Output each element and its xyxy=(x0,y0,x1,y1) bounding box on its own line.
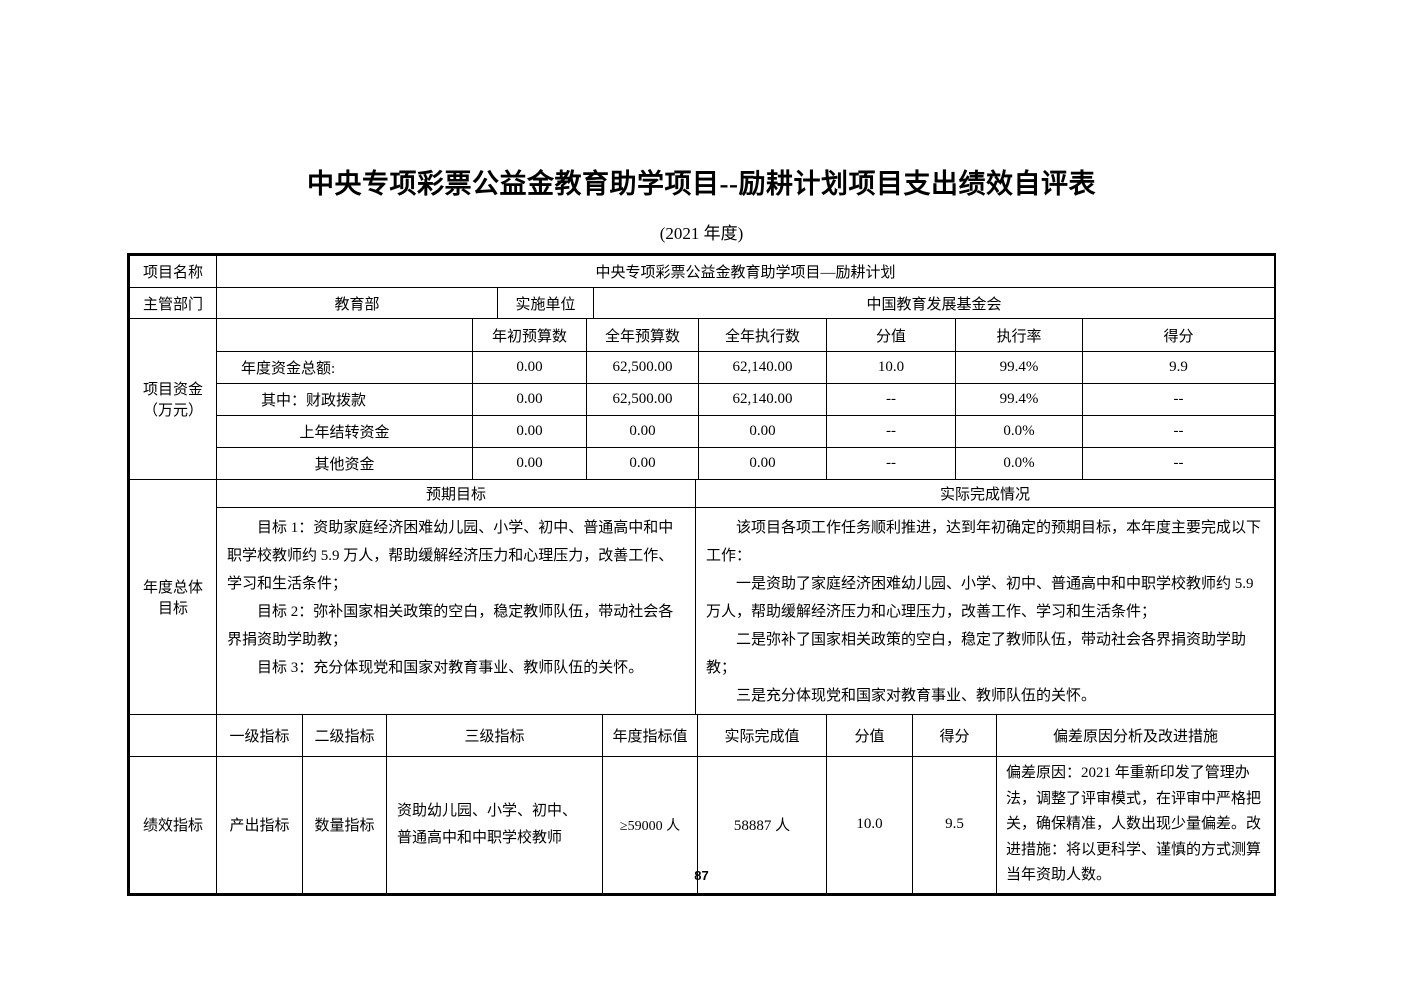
indicator-col-header-annual-target: 年度指标值 xyxy=(602,714,698,757)
funding-col-header-initial-budget: 年初预算数 xyxy=(472,318,587,352)
funding-col-header-score-weight: 分值 xyxy=(826,318,956,352)
funding-cell: 0.00 xyxy=(472,351,587,384)
project-name-label: 项目名称 xyxy=(129,255,217,288)
expected-goals-cell: 目标 1：资助家庭经济困难幼儿园、小学、初中、普通高中和中职学校教师约 5.9 … xyxy=(216,507,696,715)
funding-cell: 0.00 xyxy=(472,447,587,480)
goal-item-1: 目标 1：资助家庭经济困难幼儿园、小学、初中、普通高中和中职学校教师约 5.9 … xyxy=(227,520,674,592)
page-number: 87 xyxy=(694,868,709,883)
funding-cell: -- xyxy=(826,383,956,416)
funding-cell: 0.00 xyxy=(472,415,587,448)
funding-cell: 0.00 xyxy=(698,415,827,448)
funding-row-carryover: 上年结转资金 0.00 0.00 0.00 -- 0.0% -- xyxy=(130,415,1275,448)
actual-item-4: 三是充分体现党和国家对教育事业、教师队伍的关怀。 xyxy=(736,688,1097,704)
funding-section-label: 项目资金 （万元） xyxy=(129,318,217,480)
goal-item-3: 目标 3：充分体现党和国家对教育事业、教师队伍的关怀。 xyxy=(257,660,644,676)
funding-row-label: 年度资金总额: xyxy=(216,351,473,384)
funding-col-header-annual-budget: 全年预算数 xyxy=(586,318,699,352)
page-subtitle: (2021 年度) xyxy=(659,224,744,243)
funding-col-header-execution-rate: 执行率 xyxy=(955,318,1083,352)
funding-col-header-score: 得分 xyxy=(1082,318,1275,352)
dept-value: 教育部 xyxy=(216,287,498,319)
funding-cell: 99.4% xyxy=(955,383,1083,416)
self-evaluation-table: 项目名称 中央专项彩票公益金教育助学项目—励耕计划 主管部门 教育部 实施单位 … xyxy=(127,253,1276,896)
funding-cell: 62,140.00 xyxy=(698,351,827,384)
funding-cell: 62,500.00 xyxy=(586,383,699,416)
impl-unit-value: 中国教育发展基金会 xyxy=(593,287,1275,319)
indicator-col-header-score-weight: 分值 xyxy=(826,714,913,757)
annual-goals-section: 年度总体 目标 预期目标 实际完成情况 目标 1：资助家庭经济困难幼儿园、小学、… xyxy=(129,479,1275,715)
indicator-level3-cell: 资助幼儿园、小学、初中、 普通高中和中职学校教师 xyxy=(386,756,603,894)
indicator-col-header-actual-value: 实际完成值 xyxy=(697,714,827,757)
funding-cell: 0.0% xyxy=(955,415,1083,448)
project-name-row: 项目名称 中央专项彩票公益金教育助学项目—励耕计划 xyxy=(129,255,1275,288)
deviation-text: 偏差原因：2021 年重新印发了管理办法，调整了评审模式，在评审中严格把关，确保… xyxy=(1006,765,1262,883)
funding-cell: -- xyxy=(826,447,956,480)
indicator-score-cell: 9.5 xyxy=(912,756,997,894)
actual-completion-cell: 该项目各项工作任务顺利推进，达到年初确定的预期目标，本年度主要完成以下工作： 一… xyxy=(695,507,1275,715)
funding-cell: 99.4% xyxy=(955,351,1083,384)
goal-item-2: 目标 2：弥补国家相关政策的空白，稳定教师队伍，带动社会各界捐资助学助教； xyxy=(227,604,674,648)
indicator-level1-cell: 产出指标 xyxy=(216,756,303,894)
funding-cell: 10.0 xyxy=(826,351,956,384)
funding-cell: -- xyxy=(826,415,956,448)
indicator-col-header-deviation: 偏差原因分析及改进措施 xyxy=(996,714,1275,757)
funding-row-label: 上年结转资金 xyxy=(216,415,473,448)
actual-completion-header: 实际完成情况 xyxy=(695,479,1275,508)
indicator-col-header-level1: 一级指标 xyxy=(216,714,303,757)
funding-cell: -- xyxy=(1082,415,1275,448)
performance-indicators-section: 一级指标 二级指标 三级指标 年度指标值 实际完成值 分值 得分 偏差原因分析及… xyxy=(129,714,1275,894)
funding-row-fiscal: 其中：财政拨款 0.00 62,500.00 62,140.00 -- 99.4… xyxy=(130,383,1275,416)
funding-cell: -- xyxy=(1082,447,1275,480)
department-row: 主管部门 教育部 实施单位 中国教育发展基金会 xyxy=(129,287,1275,319)
indicators-section-label: 绩效指标 xyxy=(129,756,217,894)
indicator-annual-target-cell: ≥59000 人 xyxy=(602,756,698,894)
indicator-row: 绩效指标 产出指标 数量指标 资助幼儿园、小学、初中、 普通高中和中职学校教师 … xyxy=(129,756,1275,894)
funding-blank-header xyxy=(216,318,473,352)
indicator-col-header-level2: 二级指标 xyxy=(302,714,387,757)
indicator-col-header-level3: 三级指标 xyxy=(386,714,603,757)
funding-row-label: 其中：财政拨款 xyxy=(216,383,473,416)
funding-cell: 62,140.00 xyxy=(698,383,827,416)
funding-cell: 0.00 xyxy=(586,447,699,480)
funding-cell: 62,500.00 xyxy=(586,351,699,384)
indicator-score-weight-cell: 10.0 xyxy=(826,756,913,894)
funding-cell: 0.0% xyxy=(955,447,1083,480)
funding-cell: 0.00 xyxy=(586,415,699,448)
goals-section-label: 年度总体 目标 xyxy=(129,479,217,715)
indicators-blank-header xyxy=(129,714,217,757)
actual-item-1: 该项目各项工作任务顺利推进，达到年初确定的预期目标，本年度主要完成以下工作： xyxy=(706,520,1262,564)
indicator-actual-value-cell: 58887 人 xyxy=(697,756,827,894)
actual-item-3: 二是弥补了国家相关政策的空白，稳定了教师队伍，带动社会各界捐资助学助教； xyxy=(706,632,1247,676)
funding-row-other: 其他资金 0.00 0.00 0.00 -- 0.0% -- xyxy=(130,447,1275,480)
funding-cell: -- xyxy=(1082,383,1275,416)
dept-label: 主管部门 xyxy=(129,287,217,319)
indicator-deviation-cell: 偏差原因：2021 年重新印发了管理办法，调整了评审模式，在评审中严格把关，确保… xyxy=(996,756,1275,894)
funding-col-header-executed: 全年执行数 xyxy=(698,318,827,352)
funding-cell: 0.00 xyxy=(698,447,827,480)
funding-cell: 9.9 xyxy=(1082,351,1275,384)
funding-row-total: 年度资金总额: 0.00 62,500.00 62,140.00 10.0 99… xyxy=(130,351,1275,384)
expected-goals-header: 预期目标 xyxy=(216,479,696,508)
indicator-col-header-score: 得分 xyxy=(912,714,997,757)
impl-unit-label: 实施单位 xyxy=(497,287,594,319)
funding-cell: 0.00 xyxy=(472,383,587,416)
funding-row-label: 其他资金 xyxy=(216,447,473,480)
funding-section: 项目资金 （万元） 年初预算数 全年预算数 全年执行数 分值 执行率 得分 年度… xyxy=(129,318,1275,480)
project-name-value: 中央专项彩票公益金教育助学项目—励耕计划 xyxy=(216,255,1275,288)
actual-item-2: 一是资助了家庭经济困难幼儿园、小学、初中、普通高中和中职学校教师约 5.9 万人… xyxy=(706,576,1254,620)
page-title: 中央专项彩票公益金教育助学项目--励耕计划项目支出绩效自评表 xyxy=(307,169,1096,199)
